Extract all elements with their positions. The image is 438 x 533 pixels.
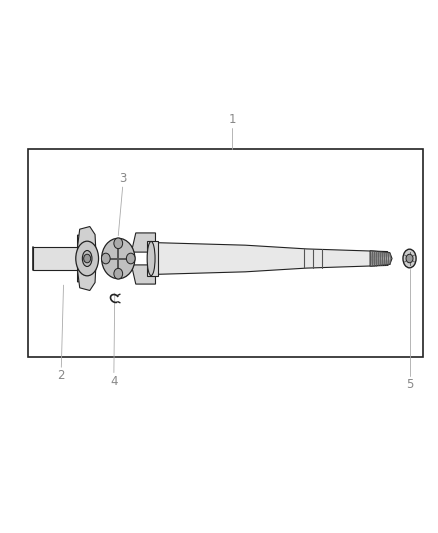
Text: 5: 5 bbox=[406, 378, 413, 391]
Polygon shape bbox=[370, 251, 392, 266]
Polygon shape bbox=[131, 233, 155, 252]
Circle shape bbox=[126, 253, 135, 264]
Polygon shape bbox=[151, 243, 388, 274]
Circle shape bbox=[102, 253, 110, 264]
Polygon shape bbox=[78, 263, 97, 282]
Ellipse shape bbox=[147, 241, 155, 276]
Text: 2: 2 bbox=[57, 369, 65, 382]
Circle shape bbox=[114, 238, 123, 248]
Ellipse shape bbox=[82, 251, 92, 266]
Text: 1: 1 bbox=[228, 114, 236, 126]
Polygon shape bbox=[78, 235, 97, 254]
Circle shape bbox=[84, 254, 91, 263]
Text: 3: 3 bbox=[119, 172, 126, 185]
Polygon shape bbox=[78, 227, 96, 252]
Bar bbox=[147, 241, 158, 276]
Polygon shape bbox=[131, 265, 155, 284]
Ellipse shape bbox=[76, 241, 99, 276]
Circle shape bbox=[406, 254, 413, 263]
Circle shape bbox=[114, 269, 123, 279]
Text: 4: 4 bbox=[110, 375, 118, 387]
Polygon shape bbox=[78, 265, 96, 290]
Bar bbox=[28, 149, 423, 357]
Polygon shape bbox=[33, 247, 78, 270]
Ellipse shape bbox=[102, 238, 135, 279]
Ellipse shape bbox=[403, 249, 416, 268]
